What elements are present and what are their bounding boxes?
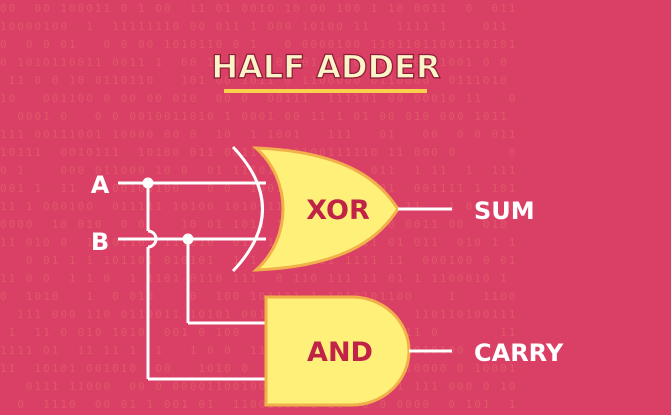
and-gate-label: AND bbox=[307, 337, 373, 368]
input-label-b: B bbox=[91, 228, 109, 256]
diagram-title: HALF ADDER bbox=[211, 48, 440, 86]
xor-gate-label: XOR bbox=[306, 195, 370, 226]
output-label-sum: SUM bbox=[474, 197, 535, 225]
wire-input-a bbox=[118, 177, 268, 381]
output-label-carry: CARRY bbox=[474, 339, 564, 367]
and-gate: AND bbox=[264, 295, 411, 407]
title-underline bbox=[224, 89, 427, 93]
input-label-a: A bbox=[91, 171, 110, 199]
xor-gate: XOR bbox=[231, 145, 400, 273]
wire-input-b bbox=[118, 233, 268, 325]
